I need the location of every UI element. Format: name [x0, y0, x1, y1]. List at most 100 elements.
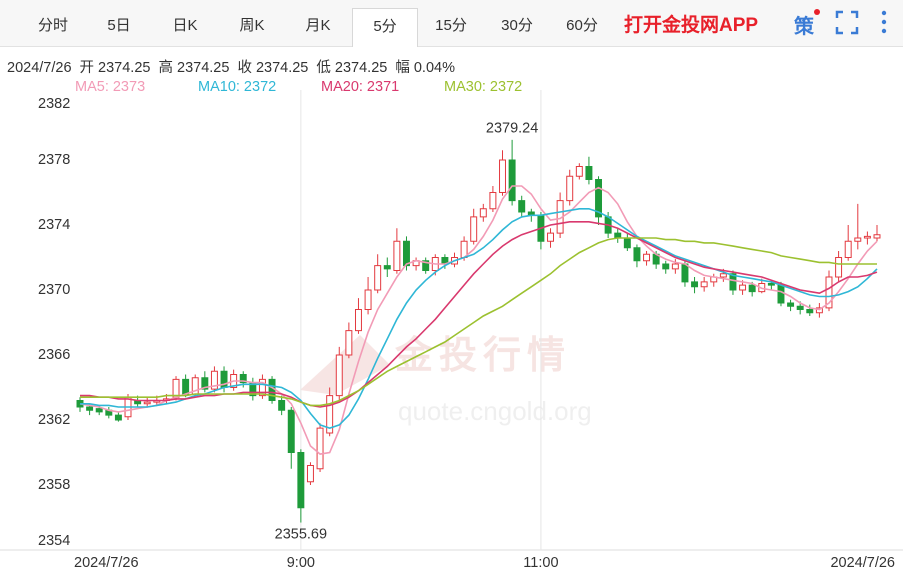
candle-body	[662, 263, 670, 270]
toolbar-icons	[835, 10, 887, 35]
candle-body	[182, 378, 190, 395]
strategy-icon[interactable]: 策	[794, 16, 814, 38]
watermark-text: 金投行情	[394, 334, 571, 377]
candle-body	[335, 354, 343, 397]
info-value: 2374.25	[98, 60, 151, 76]
candle-body	[278, 400, 286, 411]
ma-line	[80, 237, 877, 407]
candle-body	[258, 378, 266, 397]
candle-body	[393, 240, 401, 271]
candle-body	[787, 302, 795, 307]
candle-body	[374, 265, 382, 291]
app-link[interactable]: 打开金投网APP	[624, 15, 759, 36]
candle-body	[844, 240, 852, 258]
tab[interactable]: 分时	[37, 17, 68, 34]
candle-body	[691, 281, 699, 288]
candle-body	[767, 283, 775, 286]
candle-body	[739, 284, 747, 291]
candle-body	[595, 179, 603, 218]
candle-body	[316, 427, 324, 470]
legend-entry: MA5: 2373	[75, 79, 145, 95]
y-tick-label: 2362	[38, 412, 70, 428]
info-label: 高	[158, 60, 174, 76]
candle-body	[566, 175, 574, 202]
x-tick-label: 2024/7/26	[74, 555, 139, 571]
badge-dot	[814, 9, 820, 15]
legend-entry: MA10: 2372	[198, 79, 276, 95]
candle-body	[575, 166, 583, 177]
candle-body	[210, 370, 218, 390]
tab[interactable]: 15分	[435, 17, 467, 34]
candle-body	[297, 452, 305, 509]
y-tick-label: 2370	[38, 282, 70, 298]
candle-body	[403, 240, 410, 267]
candle-body	[863, 235, 871, 239]
candle-body	[796, 305, 804, 310]
tab[interactable]: 30分	[501, 17, 533, 34]
candle-body	[114, 414, 122, 421]
candle-body	[354, 309, 362, 332]
candle-body	[700, 281, 708, 288]
tab[interactable]: 周K	[239, 17, 265, 34]
tab-active[interactable]: 5分	[352, 8, 418, 47]
candle-body	[345, 330, 353, 356]
tab[interactable]: 月K	[305, 17, 331, 34]
info-line: 2024/7/26 开 2374.25 高 2374.25 收 2374.25 低 23…	[7, 56, 459, 77]
x-tick-label: 9:00	[287, 555, 315, 571]
tab-bar: 分时 5日 日K 周K 月K 5分 15分 30分 60分 打开金投网APP 策	[0, 0, 903, 47]
candle-body	[633, 247, 641, 262]
watermark-url: quote.cngold.org	[398, 396, 592, 426]
watermark-logo	[300, 335, 390, 395]
candle-body	[518, 200, 526, 213]
y-tick-label: 2374	[38, 217, 70, 233]
candle-body	[287, 409, 295, 453]
candle-body	[86, 406, 94, 411]
info-date: 2024/7/26	[7, 60, 72, 76]
candle-body	[489, 192, 497, 210]
legend-entry: MA30: 2372	[444, 79, 522, 95]
ma-line	[80, 221, 878, 408]
candle-body	[508, 159, 516, 202]
x-tick-label: 11:00	[523, 555, 558, 571]
candle-body	[364, 289, 372, 310]
candle-body	[854, 237, 862, 242]
min-label: 2355.69	[275, 526, 327, 542]
candle-body	[681, 263, 689, 283]
watermark: 金投行情 quote.cngold.org	[300, 334, 592, 426]
tab[interactable]: 5日	[107, 17, 131, 34]
candle-body	[499, 159, 506, 193]
info-value: 0.04%	[413, 60, 455, 76]
tab[interactable]: 60分	[566, 17, 598, 34]
candle-body	[623, 237, 631, 249]
info-label: 幅	[395, 60, 410, 76]
x-tick-label: 2024/7/26	[830, 555, 895, 571]
candle-body	[547, 232, 554, 242]
info-label: 收	[237, 60, 252, 76]
more-icon[interactable]	[881, 10, 887, 34]
info-value: 2374.25	[255, 60, 309, 76]
fullscreen-icon[interactable]	[835, 10, 859, 35]
candle-body	[479, 208, 487, 218]
y-tick-label: 2358	[38, 477, 70, 493]
candle-body	[643, 253, 651, 262]
candle-body	[422, 260, 430, 271]
max-label: 2379.24	[486, 121, 538, 137]
info-value: 2374.25	[177, 60, 230, 76]
candle-body	[806, 309, 814, 314]
candle-body	[172, 378, 180, 398]
candle-body	[825, 276, 833, 309]
candle-body	[383, 265, 391, 270]
info-label: 开	[79, 60, 95, 76]
y-tick-label: 2382	[38, 96, 70, 112]
ma-line	[80, 208, 878, 429]
candle-body	[815, 307, 823, 314]
y-tick-label: 2378	[38, 152, 70, 168]
candle-body	[719, 273, 727, 278]
candle-body	[470, 216, 478, 242]
candle-body	[585, 166, 593, 180]
legend-entry: MA20: 2371	[321, 79, 399, 95]
candle-body	[268, 378, 276, 401]
tab[interactable]: 日K	[172, 17, 198, 34]
candle-body	[671, 263, 679, 270]
